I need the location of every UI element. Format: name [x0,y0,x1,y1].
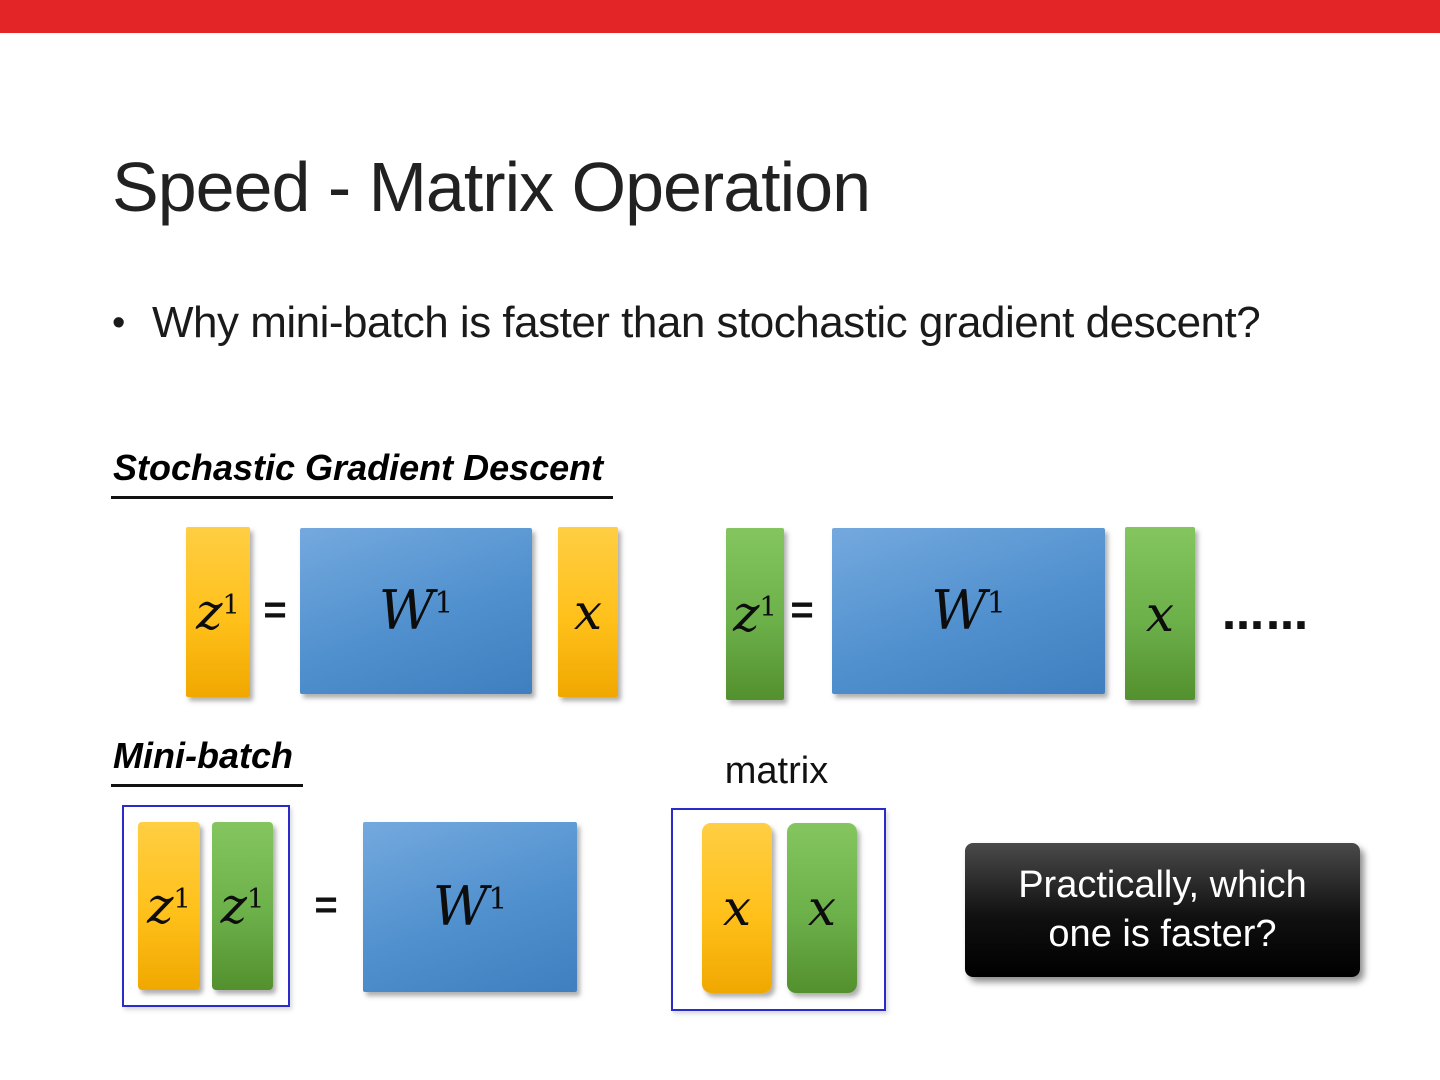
minibatch-equals: = [314,883,338,927]
minibatch-x-yellow-vector: x [702,823,772,993]
minibatch-z1-green-vector: z1 [212,822,273,990]
sgd-heading: Stochastic Gradient Descent [111,447,614,499]
sgd-w1-matrix-1: W1 [300,528,532,694]
minibatch-x-green-vector: x [787,823,857,993]
matrix-label: matrix [724,750,829,792]
sgd-w1-matrix-2: W1 [832,528,1105,694]
math-label-x: x [722,879,752,937]
math-label-z1: z1 [147,877,191,935]
callout-text: Practically, which one is faster? [1018,864,1307,955]
math-label-w1: W1 [432,875,508,938]
math-label-w1: W1 [378,579,454,642]
sgd-z1-green-vector: z1 [726,528,784,700]
bullet-item: • Why mini-batch is faster than stochast… [112,293,1262,353]
minibatch-output-group-box [122,805,290,1007]
sgd-z1-yellow-vector: z1 [186,527,250,697]
sgd-equals-2: = [790,588,814,632]
callout-box: Practically, which one is faster? [965,843,1360,977]
math-label-x: x [1145,584,1175,643]
math-label-z1: z1 [196,583,240,641]
minibatch-input-group-box [671,808,886,1011]
sgd-x-yellow-vector: x [558,527,618,697]
top-red-bar [0,0,1440,33]
sgd-x-green-vector: x [1125,527,1195,700]
math-label-x: x [573,583,603,641]
minibatch-z1-yellow-vector: z1 [138,822,200,990]
bullet-text: Why mini-batch is faster than stochastic… [152,298,1261,347]
math-label-z1: z1 [733,585,777,643]
math-label-z1: z1 [220,877,265,935]
math-label-w1: W1 [931,579,1006,642]
minibatch-heading: Mini-batch [111,735,303,787]
math-label-x: x [807,879,837,937]
sgd-equals-1: = [263,588,287,632]
slide-title: Speed - Matrix Operation [112,147,871,226]
ellipsis-dots: …… [1222,590,1310,639]
bullet-glyph: • [112,302,126,344]
minibatch-w1-matrix: W1 [363,822,577,992]
